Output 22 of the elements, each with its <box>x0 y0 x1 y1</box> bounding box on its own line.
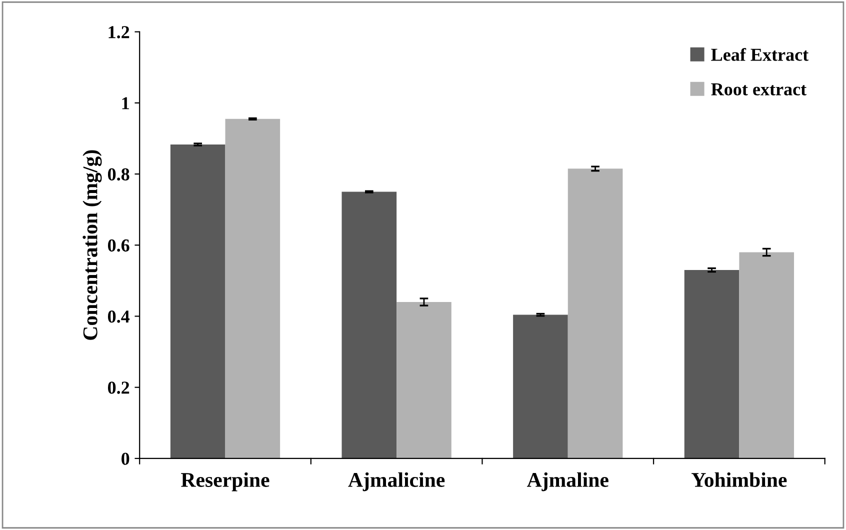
bar <box>513 314 568 458</box>
bar <box>170 144 226 458</box>
y-tick-label: 1.2 <box>108 26 130 38</box>
x-tick-label: Yohimbine <box>692 472 787 487</box>
bar <box>684 270 740 458</box>
x-tick-label: Ajmaline <box>527 472 608 492</box>
legend-label: Leaf Extract <box>711 48 809 61</box>
y-axis-title: Concentration (mg/g) <box>82 150 102 340</box>
y-tick-label: 0.4 <box>108 310 130 323</box>
y-tick-label: 1 <box>122 97 129 110</box>
legend-label: Root extract <box>711 83 806 96</box>
x-tick-label: Reserpine <box>181 472 270 492</box>
y-tick-label: 0.8 <box>108 168 130 181</box>
bar <box>225 118 280 458</box>
y-tick-label: 0.2 <box>108 382 130 394</box>
bar <box>396 302 452 458</box>
bar <box>739 252 794 458</box>
x-tick-label: Ajmalicine <box>348 472 445 492</box>
bar <box>568 168 623 458</box>
y-tick-label: 0 <box>122 452 130 465</box>
y-tick-label: 0.6 <box>108 239 130 252</box>
bar <box>342 192 397 458</box>
